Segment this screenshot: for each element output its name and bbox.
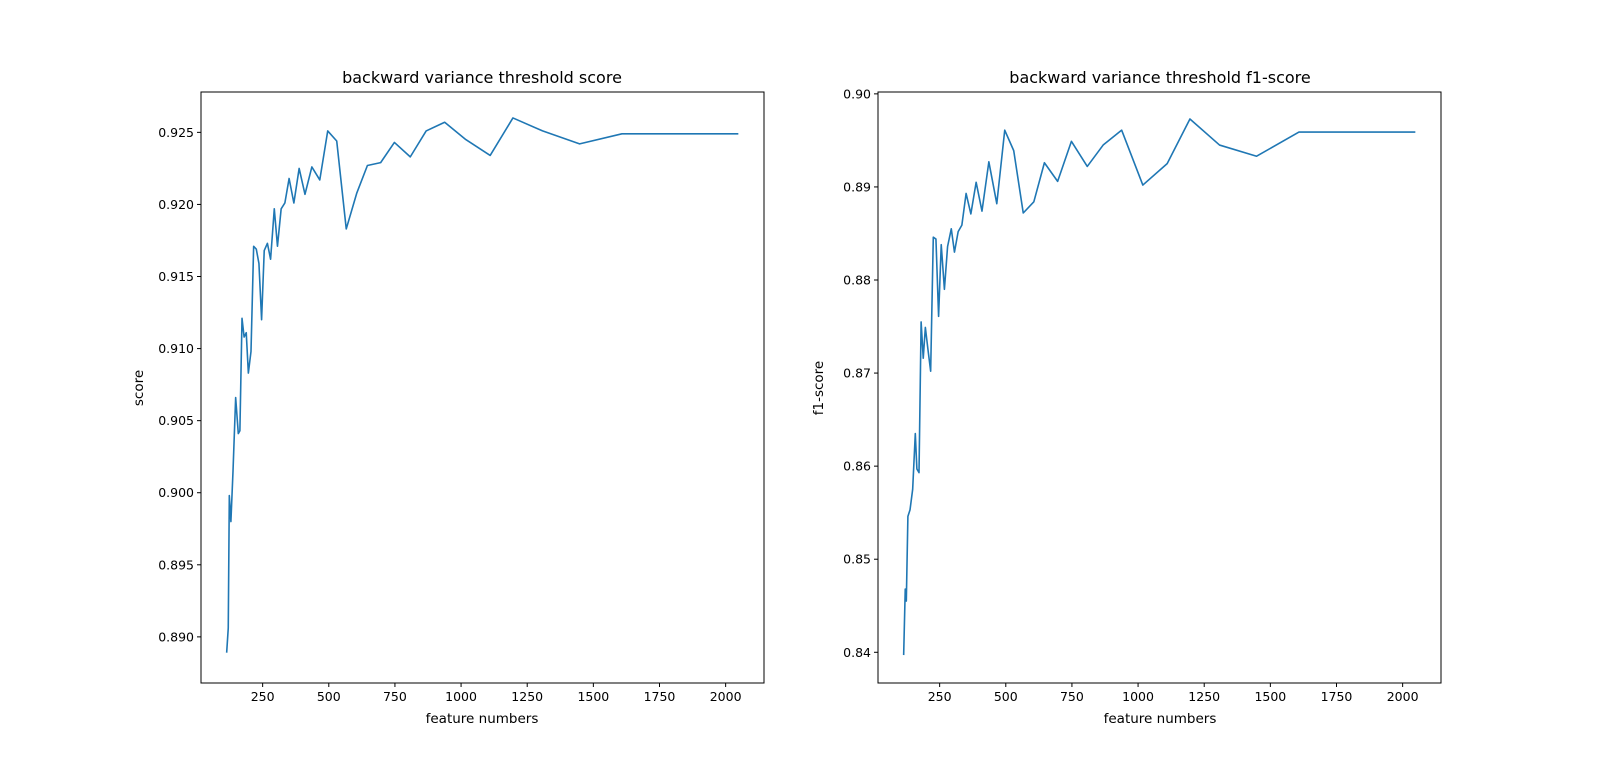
y-tick-label: 0.85 bbox=[843, 552, 871, 567]
x-tick-label: 1500 bbox=[577, 689, 609, 704]
plot-area: 250 500 750 1000 1250 1500 1750 2000 0.84 0.85 0.8… bbox=[843, 86, 1442, 704]
y-tick-label: 0.905 bbox=[158, 413, 194, 428]
x-tick-label: 500 bbox=[994, 689, 1018, 704]
y-tick-label: 0.920 bbox=[158, 197, 194, 212]
x-tick-label: 1250 bbox=[1188, 689, 1220, 704]
plot-area: 250 500 750 1000 1250 1500 1750 2000 0.890 0.895 0… bbox=[158, 91, 765, 704]
x-tick-label: 1250 bbox=[511, 689, 543, 704]
x-axis-label: feature numbers bbox=[426, 711, 539, 727]
series-line bbox=[225, 117, 739, 653]
y-axis-label: f1-score bbox=[811, 361, 827, 416]
x-axis-label: feature numbers bbox=[1104, 711, 1217, 727]
series-line bbox=[902, 118, 1416, 656]
y-tick-label: 0.900 bbox=[158, 485, 194, 500]
y-tick-label: 0.925 bbox=[158, 125, 194, 140]
y-tick-label: 0.895 bbox=[158, 557, 194, 572]
y-tick-label: 0.90 bbox=[843, 86, 871, 101]
x-tick-label: 750 bbox=[383, 689, 407, 704]
y-tick-label: 0.89 bbox=[843, 179, 871, 194]
x-tick-label: 250 bbox=[928, 689, 952, 704]
x-tick-label: 1000 bbox=[1122, 689, 1154, 704]
y-tick-label: 0.84 bbox=[843, 645, 871, 660]
axes-frame bbox=[877, 91, 1442, 684]
y-tick-label: 0.87 bbox=[843, 366, 871, 381]
x-tick-label: 2000 bbox=[710, 689, 742, 704]
y-tick-label: 0.890 bbox=[158, 629, 194, 644]
x-tick-label: 1750 bbox=[644, 689, 676, 704]
y-tick-label: 0.88 bbox=[843, 273, 871, 288]
x-tick-label: 1750 bbox=[1321, 689, 1353, 704]
x-tick-label: 2000 bbox=[1387, 689, 1419, 704]
left-chart-score: backward variance threshold score featur… bbox=[131, 68, 765, 727]
x-tick-label: 1000 bbox=[445, 689, 477, 704]
chart-title: backward variance threshold f1-score bbox=[1009, 68, 1310, 87]
x-tick-label: 250 bbox=[251, 689, 275, 704]
y-tick-label: 0.915 bbox=[158, 269, 194, 284]
y-tick-label: 0.910 bbox=[158, 341, 194, 356]
right-chart-f1-score: backward variance threshold f1-score fea… bbox=[811, 68, 1442, 727]
x-tick-label: 1500 bbox=[1254, 689, 1286, 704]
y-axis-label: score bbox=[131, 370, 147, 406]
chart-title: backward variance threshold score bbox=[342, 68, 622, 87]
x-tick-label: 500 bbox=[317, 689, 341, 704]
y-tick-label: 0.86 bbox=[843, 459, 871, 474]
axes-frame bbox=[200, 91, 765, 684]
x-tick-label: 750 bbox=[1060, 689, 1084, 704]
